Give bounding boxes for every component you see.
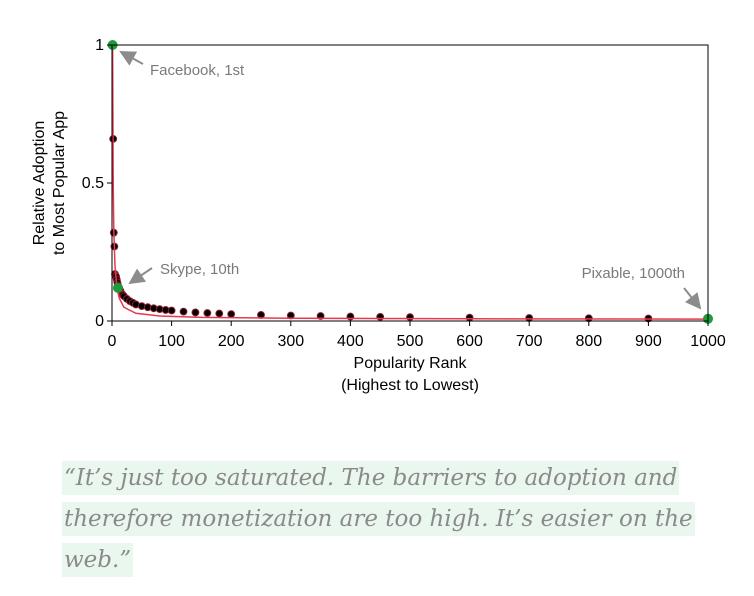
data-point [227,310,236,319]
x-axis-subtitle: (Highest to Lowest) [341,377,479,394]
x-tick-label: 200 [218,333,245,350]
data-point [191,308,200,317]
data-point [465,313,474,322]
data-point [406,313,414,322]
data-point [203,309,212,317]
annotation-label: Pixable, 1000th [582,265,685,282]
x-tick-label: 600 [456,333,483,350]
data-point [167,306,176,315]
annotation-arrow [128,267,153,285]
chart: 0 100 200 300 400 500 600 700 800 900 1000 0 0.5 1 Po… [31,37,726,394]
x-tick-label: 300 [277,333,304,350]
x-tick-label: 100 [158,333,185,350]
annotation-label: Facebook, 1st [150,62,245,79]
annotation-label: Skype, 10th [160,261,239,278]
x-tick-label: 400 [337,333,364,350]
y-axis-subtitle: to Most Popular App [51,111,68,255]
data-point [179,307,188,316]
x-tick-label: 800 [575,333,602,350]
x-tick-label: 1000 [690,333,726,350]
pull-quote: “It’s just too saturated. The barriers t… [62,458,732,581]
annotation-arrow [683,287,702,310]
y-tick-label: 0.5 [82,175,104,192]
x-tick-label: 900 [635,333,662,350]
x-axis-title: Popularity Rank [354,355,468,372]
data-point [215,309,224,318]
y-axis-title: Relative Adoption [31,121,48,246]
x-tick-label: 700 [516,333,543,350]
annotation-arrow [119,51,144,66]
x-tick-label: 0 [108,333,117,350]
y-tick-label: 0 [95,313,104,330]
pull-quote-text: “It’s just too saturated. The barriers t… [62,461,695,577]
highlight-point [112,282,123,293]
y-tick-label: 1 [95,37,104,54]
x-tick-label: 500 [397,333,424,350]
fit-line [111,44,709,320]
data-point [525,314,534,322]
